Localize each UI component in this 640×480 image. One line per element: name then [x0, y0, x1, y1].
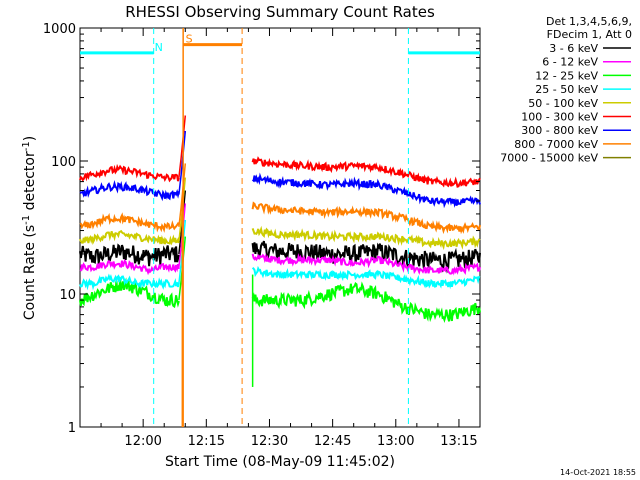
- y-tick-label: 1: [68, 421, 76, 436]
- y-axis-label: Count Rate (s-1 detector-1): [21, 136, 38, 320]
- series-line-0: [79, 243, 180, 267]
- y-axis-label-superscript: -1: [21, 141, 32, 151]
- series-line-7: [79, 212, 180, 233]
- y-axis-label-superscript: -1: [21, 215, 32, 225]
- chart-title: RHESSI Observing Summary Count Rates: [125, 3, 435, 21]
- legend-label: 25 - 50 keV: [535, 83, 598, 96]
- flag-label-N: N: [155, 41, 163, 54]
- legend-label: 7000 - 15000 keV: [500, 152, 598, 165]
- series-line-6: [251, 172, 481, 209]
- series-layer: [79, 115, 481, 427]
- y-tick-label: 100: [51, 155, 76, 170]
- plot-area: [79, 27, 481, 428]
- series-line-1: [79, 258, 180, 276]
- x-tick-label: 13:00: [377, 434, 414, 449]
- series-line-5: [251, 156, 481, 188]
- legend-label: 12 - 25 keV: [535, 69, 598, 82]
- legend-label: 6 - 12 keV: [542, 56, 598, 69]
- legend-header-line: Det 1,3,4,5,6,9,: [546, 15, 632, 28]
- series-line-6: [79, 180, 180, 202]
- legend-label: 300 - 800 keV: [521, 124, 598, 137]
- flag-layer: NS: [80, 28, 480, 427]
- y-tick-label: 1000: [43, 22, 76, 37]
- legend-label: 800 - 7000 keV: [514, 138, 598, 151]
- series-line-3: [251, 265, 481, 290]
- series-line-0: [251, 240, 481, 274]
- x-tick-label: 12:00: [124, 434, 161, 449]
- series-line-4: [79, 229, 180, 246]
- y-axis-label-part: Count Rate (s: [22, 225, 38, 320]
- series-line-2: [251, 281, 481, 323]
- y-axis-ticks: 1 10 100 1000: [43, 22, 480, 436]
- series-line-4: [251, 225, 481, 251]
- legend: Det 1,3,4,5,6,9, FDecim 1, Att 0 3 - 6 k…: [500, 15, 632, 165]
- y-axis-label-part: ): [22, 136, 38, 141]
- series-line-5: [79, 163, 180, 183]
- series-line-3: [79, 273, 180, 291]
- legend-label: 3 - 6 keV: [549, 42, 598, 55]
- legend-header-line: FDecim 1, Att 0: [547, 28, 632, 41]
- series-line-2: [79, 277, 180, 309]
- footer-timestamp: 14-Oct-2021 18:55: [560, 468, 636, 477]
- legend-label: 50 - 100 keV: [528, 97, 598, 110]
- y-tick-label: 10: [59, 288, 76, 303]
- flag-label-S: S: [186, 33, 193, 46]
- series-line-1: [251, 253, 481, 276]
- x-tick-label: 12:30: [251, 434, 288, 449]
- series-line-7: [251, 201, 481, 235]
- x-tick-label: 13:15: [440, 434, 477, 449]
- x-axis-label: Start Time (08-May-09 11:45:02): [165, 454, 395, 470]
- x-tick-label: 12:15: [188, 434, 225, 449]
- y-axis-label-part: detector: [22, 151, 38, 215]
- x-axis-ticks: 12:00 12:15 12:30 12:45 13:00 13:15: [100, 28, 478, 449]
- legend-label: 100 - 300 keV: [521, 111, 598, 124]
- x-tick-label: 12:45: [314, 434, 351, 449]
- plot-frame: [79, 27, 481, 428]
